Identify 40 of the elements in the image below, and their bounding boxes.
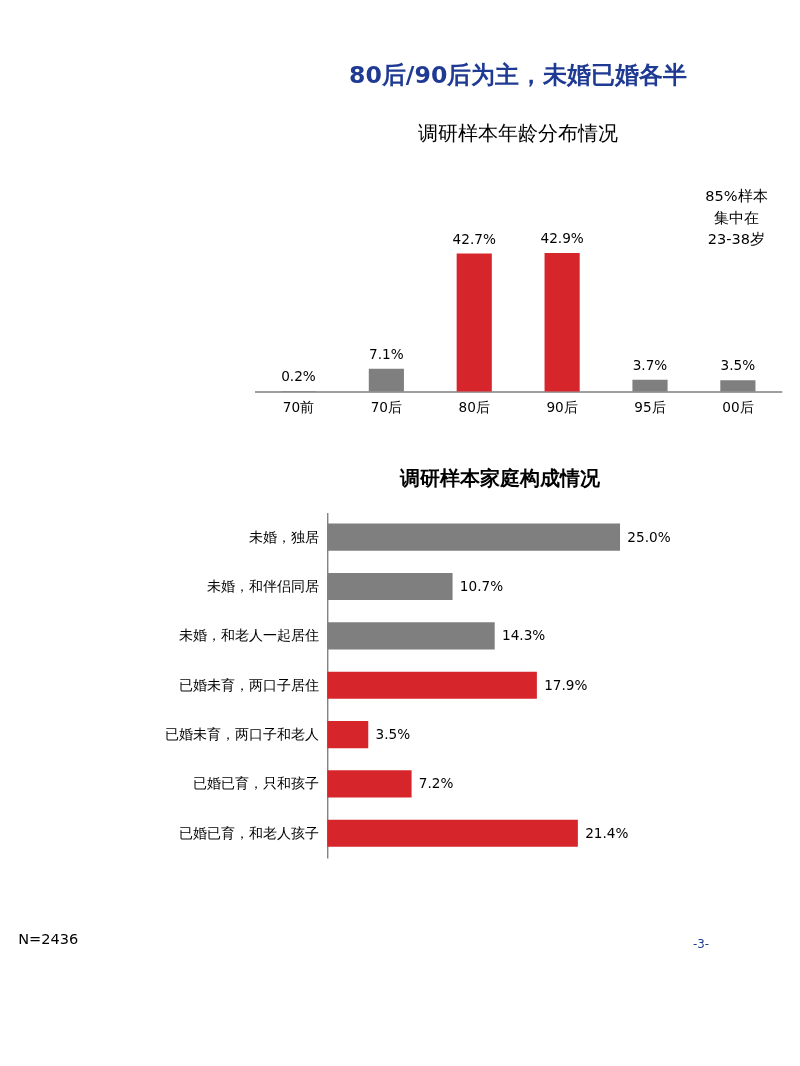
data-label: 3.5% — [720, 357, 756, 374]
bar — [544, 252, 580, 392]
bar — [327, 819, 578, 847]
chart-title: 调研样本家庭构成情况 — [399, 466, 601, 491]
bar — [327, 721, 369, 749]
bar — [456, 253, 492, 392]
chart-title: 80后/90后为主，未婚已婚各半 — [348, 61, 688, 90]
x-tick-label: 70后 — [370, 399, 403, 416]
text: N=2436 — [18, 931, 79, 948]
x-tick-label: 95后 — [634, 399, 666, 416]
data-label: 10.7% — [459, 578, 504, 595]
text: -3- — [693, 936, 710, 951]
data-label: 3.7% — [632, 356, 668, 373]
data-label: 3.5% — [375, 726, 411, 743]
data-label: 25.0% — [627, 528, 671, 545]
bar — [327, 671, 537, 699]
text: 23-38岁 — [707, 231, 765, 248]
y-tick-label: 未婚，独居 — [248, 528, 319, 545]
y-tick-label: 已婚已育，只和孩子 — [192, 775, 319, 792]
data-label: 42.7% — [452, 230, 496, 247]
text: 集中在 — [713, 209, 759, 226]
data-label: 14.3% — [502, 627, 546, 644]
data-label: 21.4% — [585, 824, 629, 841]
data-label: 42.9% — [540, 229, 584, 246]
x-tick-label: 90后 — [546, 399, 578, 416]
data-label: 7.1% — [369, 345, 404, 362]
bar — [327, 770, 412, 798]
y-tick-label: 未婚，和老人一起居住 — [178, 627, 319, 644]
y-tick-label: 已婚已育，和老人孩子 — [178, 824, 319, 841]
chart-subtitle: 调研样本年龄分布情况 — [418, 120, 619, 145]
x-tick-label: 80后 — [458, 399, 490, 416]
text: 85%样本 — [705, 187, 768, 204]
x-tick-label: 00后 — [722, 399, 754, 416]
data-label: 17.9% — [544, 676, 588, 693]
y-tick-label: 未婚，和伴侣同居 — [206, 578, 319, 595]
data-label: 7.2% — [418, 775, 454, 792]
y-tick-label: 已婚未育，两口子居住 — [178, 676, 319, 693]
x-tick-label: 70前 — [282, 399, 315, 416]
y-tick-label: 已婚未育，两口子和老人 — [164, 726, 319, 743]
data-label: 0.2% — [281, 367, 316, 384]
